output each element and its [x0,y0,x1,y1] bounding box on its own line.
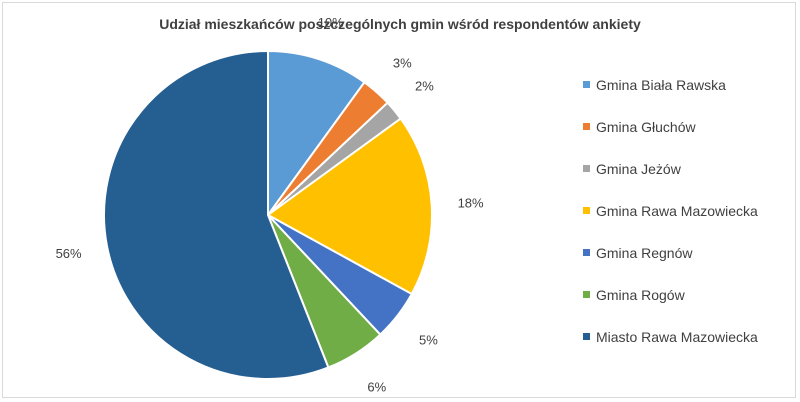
legend-swatch-gmina-regnow [583,249,590,256]
data-label-gmina-rawa-mazowiecka: 18% [458,195,484,210]
data-label-gmina-biala-rawska: 10% [318,15,344,30]
legend-label-gmina-jezow: Gmina Jeżów [596,161,682,177]
legend-label-gmina-rogow: Gmina Rogów [596,287,686,303]
data-label-gmina-gluchow: 3% [393,56,412,71]
legend: Gmina Biała Rawska Gmina Głuchów Gmina Jeż… [583,77,758,345]
data-label-miasto-rawa-mazowiecka: 56% [56,246,82,261]
legend-label-gmina-rawa-mazowiecka: Gmina Rawa Mazowiecka [596,203,758,219]
data-label-gmina-rogow: 6% [367,379,386,394]
pie-slices [103,49,433,380]
pie-slice-gmina-biala-rawska [267,49,366,219]
legend-swatch-gmina-rogow [583,291,590,298]
data-labels: 10% 3%2% 18% 5% 6% 56% [56,15,484,394]
pie-slice-gmina-rawa-mazowiecka [266,117,433,296]
legend-swatch-gmina-gluchow [583,123,590,130]
legend-label-miasto-rawa-mazowiecka: Miasto Rawa Mazowiecka [596,329,758,345]
legend-swatch-gmina-rawa-mazowiecka [583,207,590,214]
data-label-gmina-regnow: 5% [419,332,438,347]
chart-title: Udział mieszkańców poszczególnych gmin w… [159,16,641,32]
legend-label-gmina-biala-rawska: Gmina Biała Rawska [596,77,726,93]
legend-swatch-gmina-jezow [583,165,590,172]
legend-swatch-gmina-biala-rawska [583,81,590,88]
data-label-gmina-jezow: 2% [415,79,434,94]
legend-label-gmina-gluchow: Gmina Głuchów [596,119,696,135]
legend-swatch-miasto-rawa-mazowiecka [583,333,590,340]
legend-label-gmina-regnow: Gmina Regnów [596,245,693,261]
pie-slice-miasto-rawa-mazowiecka [103,49,330,380]
